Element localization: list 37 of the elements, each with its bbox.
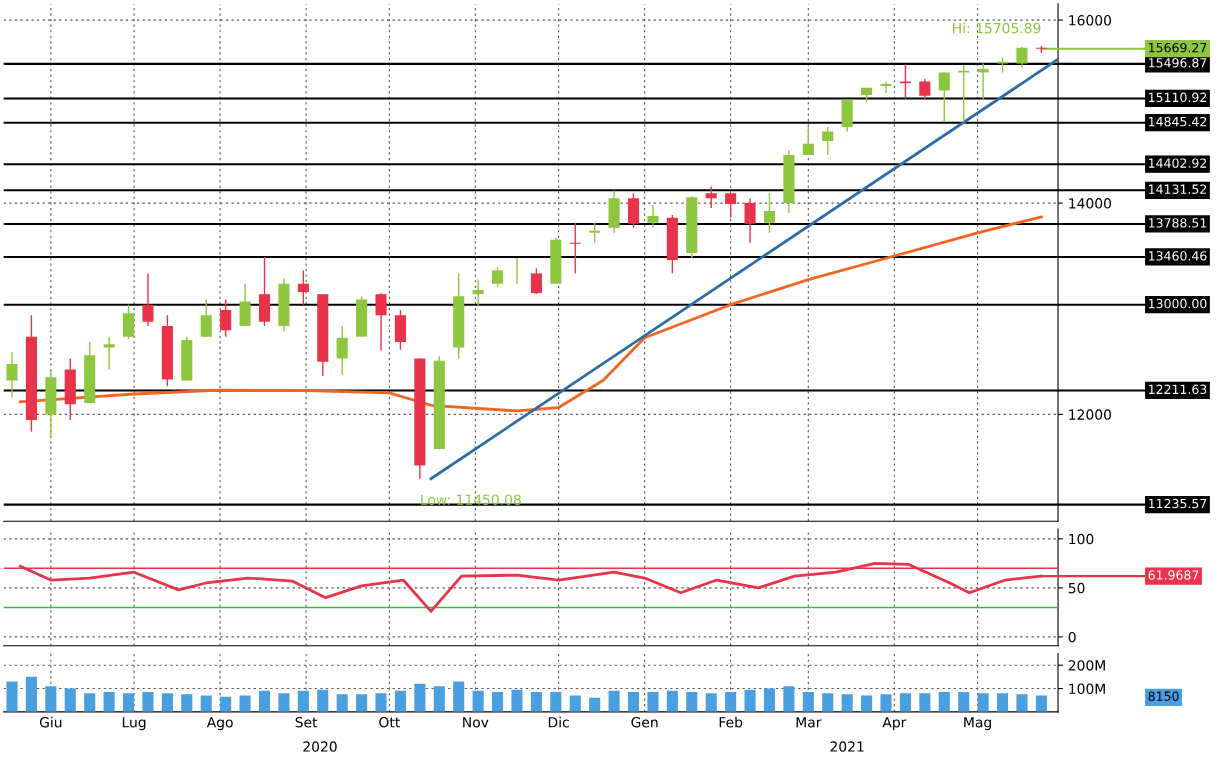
y-tick-label: 14000: [1069, 198, 1112, 209]
annotation: 61.9687: [1148, 570, 1199, 580]
annotation: 15669.27: [1149, 42, 1207, 53]
x-tick-label: Lug: [122, 717, 146, 731]
x-tick-label: Mar: [796, 717, 822, 728]
y-tick-label: 200M: [1068, 660, 1105, 671]
x-tick-label: Giu: [39, 716, 62, 728]
x-tick-label: Ago: [206, 717, 233, 731]
ref-line-label: 15110.92: [1149, 92, 1207, 103]
text: 8150: [1148, 691, 1179, 701]
ref-line-label: 13788.51: [1149, 218, 1207, 228]
x-tick-label: Nov: [463, 717, 489, 728]
annotation: Low: 11450.08: [421, 494, 521, 505]
y-tick-label: 0: [1068, 631, 1076, 643]
x-tick-label: Dic: [548, 716, 569, 728]
y-tick-label: 12000: [1069, 409, 1112, 420]
ref-line-label: 14845.42: [1149, 116, 1207, 127]
ref-line-label: 14131.52: [1149, 184, 1207, 194]
ref-line-label: 14402.92: [1149, 158, 1207, 168]
y-tick-label: 100: [1069, 533, 1094, 545]
y-tick-label: 16000: [1069, 15, 1112, 26]
y-tick-label: 50: [1068, 582, 1085, 594]
annotation: Hi: 15705.89: [953, 22, 1041, 34]
ref-line-label: 15496.87: [1149, 58, 1207, 68]
x-tick-label: Feb: [719, 716, 743, 728]
ref-line-label: 11235.57: [1149, 498, 1207, 509]
text: 2020: [303, 741, 337, 752]
x-tick-label: Ott: [379, 716, 400, 728]
y-tick-label: 100M: [1069, 683, 1105, 694]
x-tick-label: Apr: [882, 717, 907, 731]
ref-line-label: 13000.00: [1149, 298, 1207, 309]
x-tick-label: Set: [295, 716, 318, 728]
ref-line-label: 13460.46: [1149, 251, 1207, 261]
x-tick-label: Gen: [631, 716, 658, 728]
x-tick-label: Mag: [964, 717, 991, 731]
text: 2021: [830, 741, 864, 752]
ref-line-label: 12211.63: [1149, 384, 1207, 395]
